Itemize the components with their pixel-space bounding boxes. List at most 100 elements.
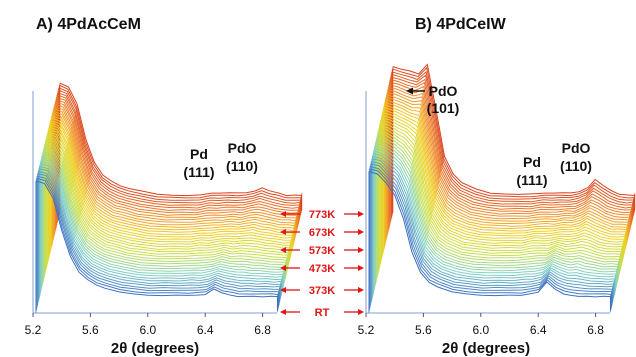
trace-line	[44, 143, 286, 261]
panel-a-ticks: 5.2 5.6 6.0 6.4 6.8	[25, 313, 271, 337]
trace-line	[40, 158, 283, 276]
trace-line	[378, 127, 621, 255]
trace-line	[373, 147, 616, 275]
trace-line	[388, 87, 630, 216]
trace-line	[378, 130, 620, 258]
trace-line	[52, 110, 295, 227]
trace-line	[57, 89, 300, 204]
trace-line	[37, 173, 279, 290]
panel-b-peak-pdo101-hkl: (101)	[427, 100, 460, 116]
panel-b-peak-pdo110-hkl: (110)	[560, 158, 592, 174]
trace-line	[45, 139, 288, 256]
panel-a-peak-pdo-hkl: (110)	[226, 158, 258, 174]
trace-line	[35, 180, 278, 298]
temp-label-773k: 773K	[309, 209, 335, 221]
trace-line	[386, 92, 629, 221]
temp-label-473k: 473K	[309, 263, 335, 275]
trace-line	[379, 122, 622, 250]
trace-side-ribbon	[610, 293, 612, 313]
temp-arrowhead-right	[358, 309, 364, 315]
temp-arrowhead-left	[280, 309, 286, 315]
panel-a-axes	[32, 91, 277, 314]
panel-b-pdo101-arrowhead	[406, 87, 413, 95]
panel-a-peak-pdo-name: PdO	[228, 140, 257, 156]
trace-line	[369, 168, 611, 295]
x-tick-label: 5.2	[358, 323, 375, 337]
temp-arrowhead-right	[358, 247, 364, 253]
trace-line	[57, 92, 299, 206]
trace-line	[381, 114, 623, 243]
trace-line	[46, 136, 288, 254]
trace-line	[368, 170, 611, 298]
x-tick-label: 6.0	[472, 323, 489, 337]
trace-line	[55, 99, 297, 214]
x-tick-label: 6.8	[254, 323, 271, 337]
x-tick-label: 6.8	[587, 323, 604, 337]
x-tick-label: 6.4	[530, 323, 547, 337]
trace-line	[49, 124, 291, 241]
trace-line	[48, 129, 290, 246]
temp-label-373k: 373K	[309, 285, 335, 297]
trace-line	[374, 145, 616, 273]
trace-line	[370, 163, 612, 290]
trace-line	[386, 94, 628, 223]
trace-line	[382, 112, 624, 240]
temp-label-673k: 673K	[309, 227, 335, 239]
trace-line	[42, 150, 285, 268]
trace-line	[372, 155, 614, 283]
temp-arrowhead-left	[280, 247, 286, 253]
trace-line	[56, 94, 299, 209]
temp-arrowhead-right	[358, 229, 364, 235]
panel-a-xlabel: 2θ (degrees)	[111, 340, 199, 357]
temp-arrowhead-left	[280, 229, 286, 235]
trace-line	[382, 109, 625, 238]
trace-line	[36, 175, 279, 293]
temp-arrowhead-left	[280, 211, 286, 217]
panel-b-xlabel: 2θ (degrees)	[442, 340, 530, 357]
temperature-legend: 773K 673K 573K 473K 373K RT	[280, 209, 364, 319]
trace-line	[371, 158, 613, 285]
temp-arrowhead-right	[358, 265, 364, 271]
panel-b-axes	[365, 91, 610, 314]
temp-arrowhead-right	[358, 287, 364, 293]
trace-side-ribbon	[277, 293, 279, 313]
x-tick-label: 5.2	[25, 323, 42, 337]
trace-line	[49, 121, 292, 239]
panel-b-peak-pdo101-name: PdO	[429, 83, 458, 99]
trace-line	[58, 87, 300, 201]
trace-line	[53, 108, 295, 224]
trace-line	[45, 141, 287, 258]
trace-line	[47, 131, 289, 249]
trace-line	[383, 106, 625, 235]
trace-line	[41, 155, 283, 273]
trace-line	[392, 66, 634, 199]
panel-b-peak-pdo110-name: PdO	[562, 140, 591, 156]
panel-a: A) 4PdAcCeM 5.2 5.6 6.0 6.4 6.8 2θ (degrees)…	[25, 16, 303, 357]
panel-a-peak-pd-name: Pd	[190, 146, 208, 162]
trace-line	[387, 89, 629, 218]
trace-line	[373, 150, 615, 278]
panel-b: B) 4PdCeIW 5.2 5.6 6.0 6.4 6.8 2θ (degrees) …	[358, 16, 636, 357]
trace-line	[376, 137, 618, 265]
trace-line	[389, 78, 632, 209]
temp-label-573k: 573K	[309, 245, 335, 257]
trace-line	[385, 99, 627, 228]
trace-line	[390, 76, 632, 206]
panel-a-traces	[35, 82, 303, 313]
trace-line	[36, 178, 278, 295]
trace-line	[375, 142, 617, 270]
trace-line	[59, 84, 301, 199]
panel-b-title: B) 4PdCeIW	[415, 16, 507, 33]
temp-arrowhead-left	[280, 265, 286, 271]
trace-line	[383, 104, 626, 233]
panel-b-peak-pd-hkl: (111)	[516, 172, 547, 188]
trace-line	[390, 73, 633, 204]
trace-line	[39, 163, 282, 281]
trace-line	[376, 134, 619, 263]
trace-line	[43, 146, 286, 263]
trace-line	[56, 97, 298, 211]
trace-line	[51, 115, 293, 231]
trace-line	[50, 117, 293, 234]
panel-a-title: A) 4PdAcCeM	[36, 16, 141, 33]
